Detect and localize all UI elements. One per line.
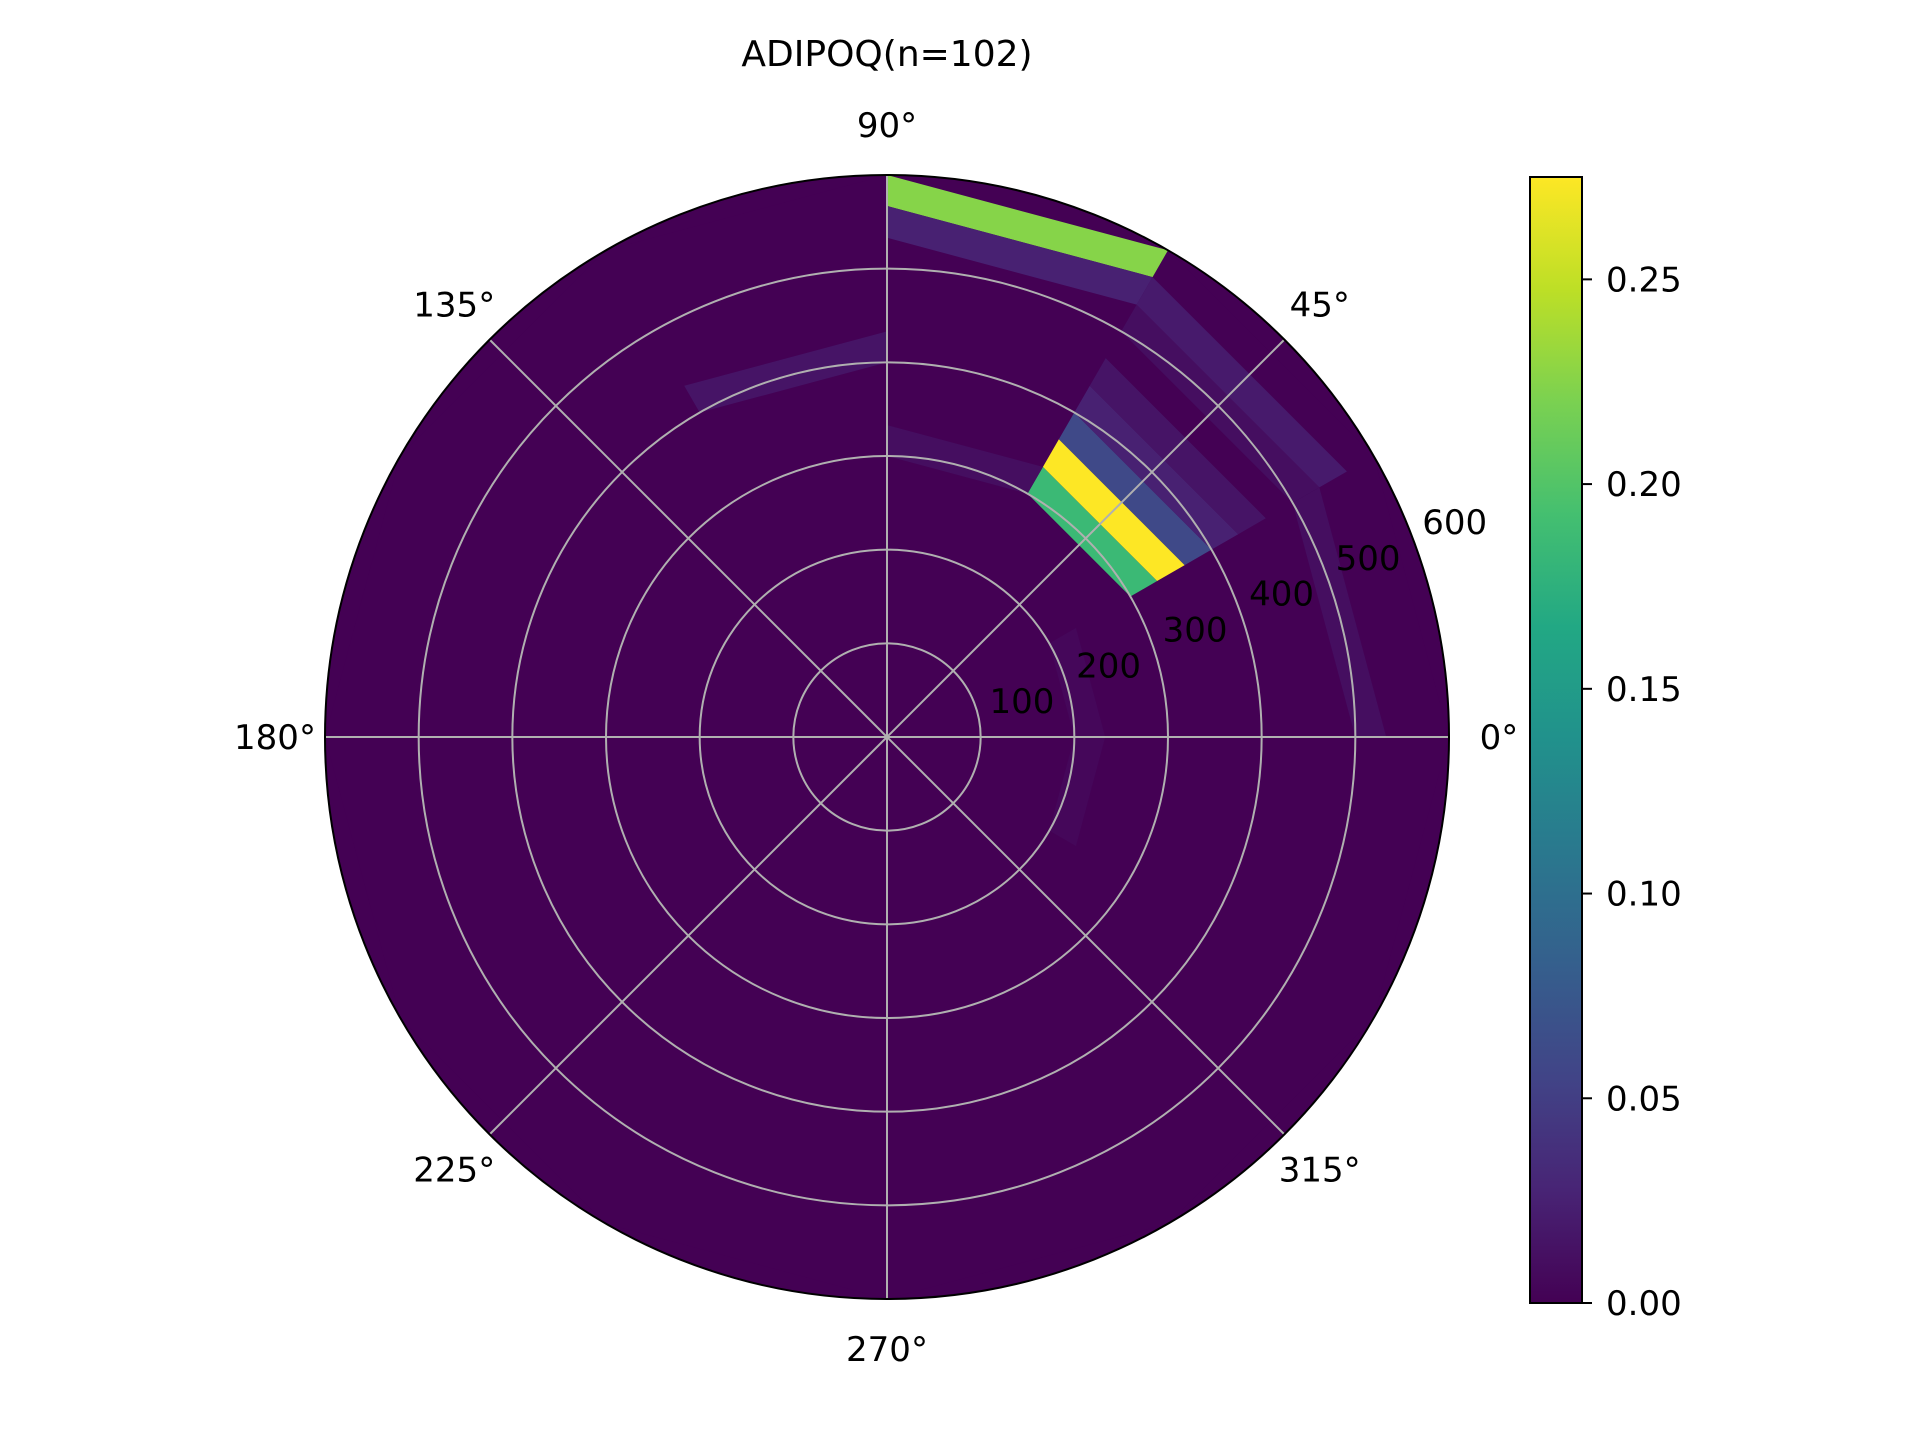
radial-tick-label: 500 bbox=[1336, 539, 1401, 579]
theta-tick-label: 180° bbox=[234, 718, 316, 758]
colorbar-ticks: 0.00 0.05 0.10 0.15 0.20 0.25 bbox=[1582, 260, 1682, 1324]
colorbar-tick-label: 0.20 bbox=[1606, 465, 1682, 505]
polar-frame bbox=[324, 174, 1450, 1300]
radial-tick-label: 300 bbox=[1163, 610, 1228, 650]
angular-gridline bbox=[488, 736, 888, 1136]
radial-tick-label: 100 bbox=[990, 682, 1055, 722]
theta-tick-label: 135° bbox=[413, 285, 495, 325]
angular-gridline bbox=[886, 736, 1286, 1136]
theta-tick-label: 315° bbox=[1279, 1151, 1361, 1191]
angular-gridline bbox=[886, 338, 1286, 738]
theta-tick-labels: 0° 45° 90° 135° 180° 225° 270° 315° bbox=[234, 106, 1518, 1370]
heatmap-cell bbox=[1049, 627, 1106, 737]
heatmap-cell bbox=[1049, 737, 1106, 847]
colorbar-tick-label: 0.05 bbox=[1606, 1079, 1682, 1119]
theta-tick-label: 90° bbox=[857, 106, 917, 146]
theta-tick-label: 270° bbox=[846, 1330, 928, 1370]
theta-tick-label: 45° bbox=[1290, 285, 1350, 325]
heatmap-cell bbox=[684, 331, 887, 413]
colorbar-tick-label: 0.15 bbox=[1606, 670, 1682, 710]
radial-tick-label: 400 bbox=[1249, 575, 1314, 615]
radial-tick-label: 600 bbox=[1422, 503, 1487, 543]
radial-tick-label: 200 bbox=[1076, 646, 1141, 686]
chart-title: ADIPOQ(n=102) bbox=[741, 34, 1032, 75]
colorbar-tick-label: 0.00 bbox=[1606, 1284, 1682, 1324]
theta-tick-label: 0° bbox=[1480, 718, 1519, 758]
heatmap-cell bbox=[887, 205, 1153, 305]
heatmap-cell bbox=[887, 175, 1168, 278]
theta-tick-label: 225° bbox=[413, 1151, 495, 1191]
colorbar-gradient bbox=[1529, 176, 1583, 1304]
polar-axes: 0° 45° 90° 135° 180° 225° 270° 315° 100 200 300 40… bbox=[234, 106, 1518, 1370]
angular-gridline bbox=[488, 338, 888, 738]
polar-grid bbox=[325, 175, 1449, 1299]
radial-tick-labels: 100 200 300 400 500 600 bbox=[990, 503, 1488, 722]
heatmap-cell bbox=[887, 425, 1043, 494]
colorbar-tick-label: 0.25 bbox=[1606, 260, 1682, 300]
colorbar-tick-label: 0.10 bbox=[1606, 875, 1682, 915]
colorbar: 0.00 0.05 0.10 0.15 0.20 0.25 bbox=[1529, 176, 1682, 1324]
